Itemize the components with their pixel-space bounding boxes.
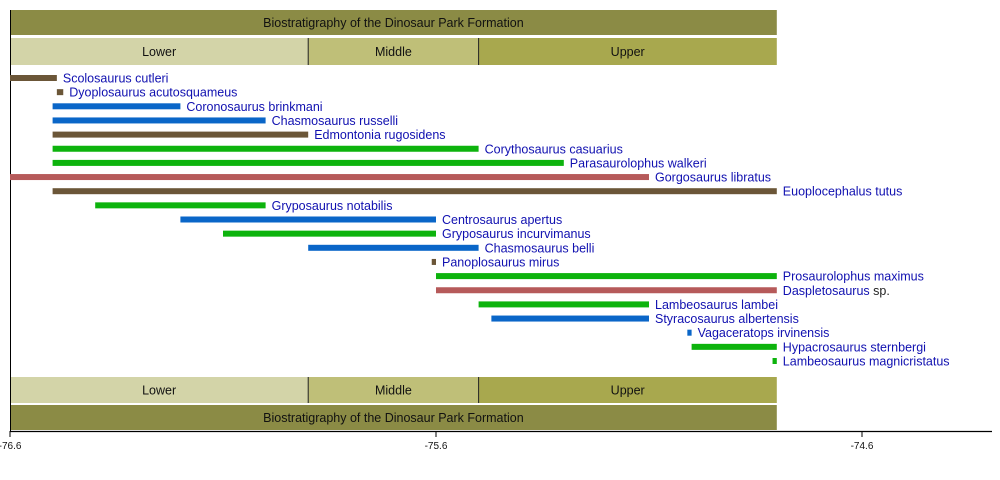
taxon-name: Gryposaurus notabilis <box>272 199 393 213</box>
taxon-name: Gorgosaurus libratus <box>655 171 771 185</box>
taxon-label: Gryposaurus incurvimanus <box>442 227 591 241</box>
taxon-bar <box>180 216 436 223</box>
taxon-name: Coronosaurus brinkmani <box>186 100 322 114</box>
stage-label: Lower <box>142 45 176 59</box>
taxon-name: Scolosaurus cutleri <box>63 72 169 86</box>
taxon-name: Prosaurolophus maximus <box>783 270 924 284</box>
taxon-name: Hypacrosaurus sternbergi <box>783 340 926 354</box>
taxon-bar <box>436 287 777 294</box>
stage-band-lower <box>10 38 309 65</box>
taxon-name: Parasaurolophus walkeri <box>570 156 707 170</box>
taxon-name: Centrosaurus apertus <box>442 213 562 227</box>
taxon-label: Chasmosaurus russelli <box>272 114 398 128</box>
taxon-label: Parasaurolophus walkeri <box>570 156 707 170</box>
taxon-label: Chasmosaurus belli <box>485 241 595 255</box>
taxon-name: Gryposaurus incurvimanus <box>442 227 591 241</box>
taxon-bar <box>52 103 181 110</box>
taxon-label: Prosaurolophus maximus <box>783 270 924 284</box>
taxon-name: Lambeosaurus magnicristatus <box>783 355 950 369</box>
taxon-bar <box>431 258 436 265</box>
stage-label: Upper <box>611 45 645 59</box>
taxon-label: Dyoplosaurus acutosquameus <box>69 86 237 100</box>
stage-band-lower <box>10 377 309 403</box>
taxon-label: Styracosaurus albertensis <box>655 312 799 326</box>
taxon-bar <box>478 301 649 308</box>
taxon-bar <box>95 202 266 209</box>
stage-band-middle <box>308 38 479 65</box>
taxon-name: Edmontonia rugosidens <box>314 128 445 142</box>
taxon-bar <box>687 329 692 336</box>
stage-band-middle <box>308 377 479 403</box>
taxon-suffix: sp. <box>870 284 890 298</box>
taxon-name: Chasmosaurus russelli <box>272 114 398 128</box>
chart-title: Biostratigraphy of the Dinosaur Park For… <box>263 411 524 425</box>
taxon-label: Lambeosaurus magnicristatus <box>783 355 950 369</box>
taxon-label: Euoplocephalus tutus <box>783 185 903 199</box>
taxon-label: Coronosaurus brinkmani <box>186 100 322 114</box>
x-tick-label: -74.6 <box>851 441 874 452</box>
stage-label: Upper <box>611 384 645 398</box>
taxon-bar <box>10 174 649 181</box>
taxon-label: Hypacrosaurus sternbergi <box>783 340 926 354</box>
stage-label: Middle <box>375 45 412 59</box>
taxon-label: Lambeosaurus lambei <box>655 298 778 312</box>
taxon-label: Gorgosaurus libratus <box>655 171 771 185</box>
stage-label: Middle <box>375 384 412 398</box>
taxon-bar <box>56 89 64 96</box>
x-tick-label: -75.6 <box>425 441 448 452</box>
taxon-bar <box>308 244 479 251</box>
taxon-bar <box>52 159 564 166</box>
x-tick-label: -76.6 <box>0 441 22 452</box>
taxon-name: Corythosaurus casuarius <box>485 142 623 156</box>
title-band <box>10 405 777 430</box>
taxon-bar <box>223 230 436 237</box>
taxon-bar <box>691 343 777 350</box>
taxon-bar <box>52 145 479 152</box>
stage-band-upper <box>478 38 777 65</box>
taxon-label: Gryposaurus notabilis <box>272 199 393 213</box>
stage-band-upper <box>478 377 777 403</box>
taxon-label: Vagaceratops irvinensis <box>698 326 830 340</box>
taxon-label: Centrosaurus apertus <box>442 213 562 227</box>
taxon-label: Panoplosaurus mirus <box>442 255 559 269</box>
taxon-name: Styracosaurus albertensis <box>655 312 799 326</box>
taxon-name: Dyoplosaurus acutosquameus <box>69 86 237 100</box>
stage-label: Lower <box>142 384 176 398</box>
taxon-label: Edmontonia rugosidens <box>314 128 445 142</box>
taxon-bar <box>772 358 777 364</box>
taxon-bar <box>52 188 777 195</box>
taxon-bar <box>52 131 309 138</box>
taxon-name: Vagaceratops irvinensis <box>698 326 830 340</box>
taxon-label: Scolosaurus cutleri <box>63 72 169 86</box>
taxon-name: Panoplosaurus mirus <box>442 255 559 269</box>
chart-title: Biostratigraphy of the Dinosaur Park For… <box>263 16 524 30</box>
taxon-name: Euoplocephalus tutus <box>783 185 903 199</box>
taxon-bar <box>491 315 649 322</box>
title-band <box>10 10 777 35</box>
taxon-label: Corythosaurus casuarius <box>485 142 623 156</box>
taxon-bar <box>52 117 266 124</box>
taxon-name: Lambeosaurus lambei <box>655 298 778 312</box>
taxon-name: Chasmosaurus belli <box>485 241 595 255</box>
taxon-label: Daspletosaurus sp. <box>783 284 890 298</box>
taxon-name: Daspletosaurus <box>783 284 870 298</box>
taxon-bar <box>10 75 57 81</box>
taxon-bar <box>436 273 777 280</box>
